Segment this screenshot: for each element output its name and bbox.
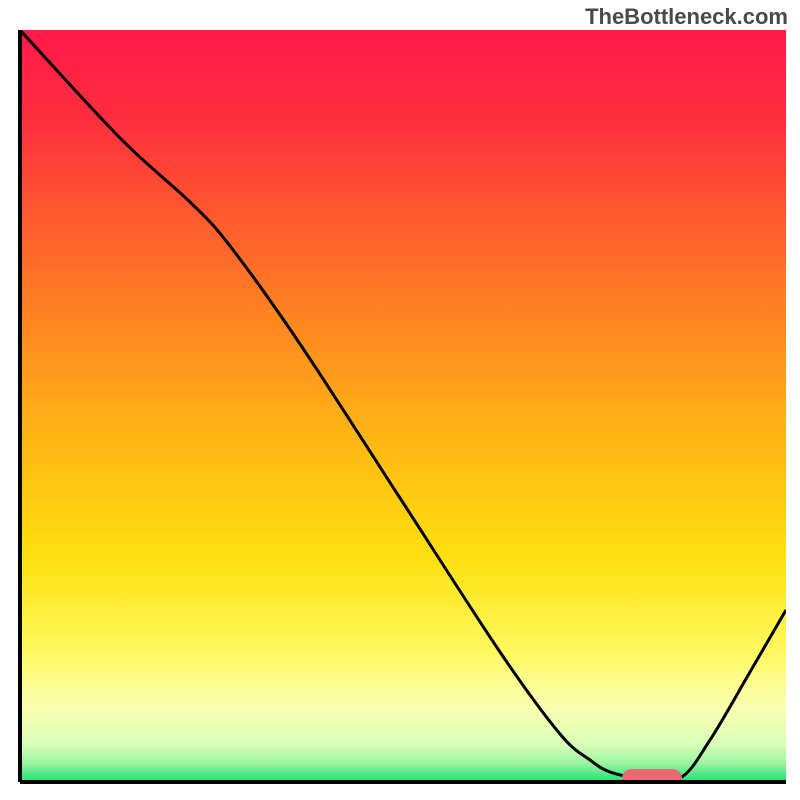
watermark-text: TheBottleneck.com — [585, 4, 788, 30]
optimum-marker — [622, 769, 682, 787]
chart-container: TheBottleneck.com — [0, 0, 800, 800]
plot-background — [20, 30, 786, 782]
bottleneck-chart — [0, 0, 800, 800]
